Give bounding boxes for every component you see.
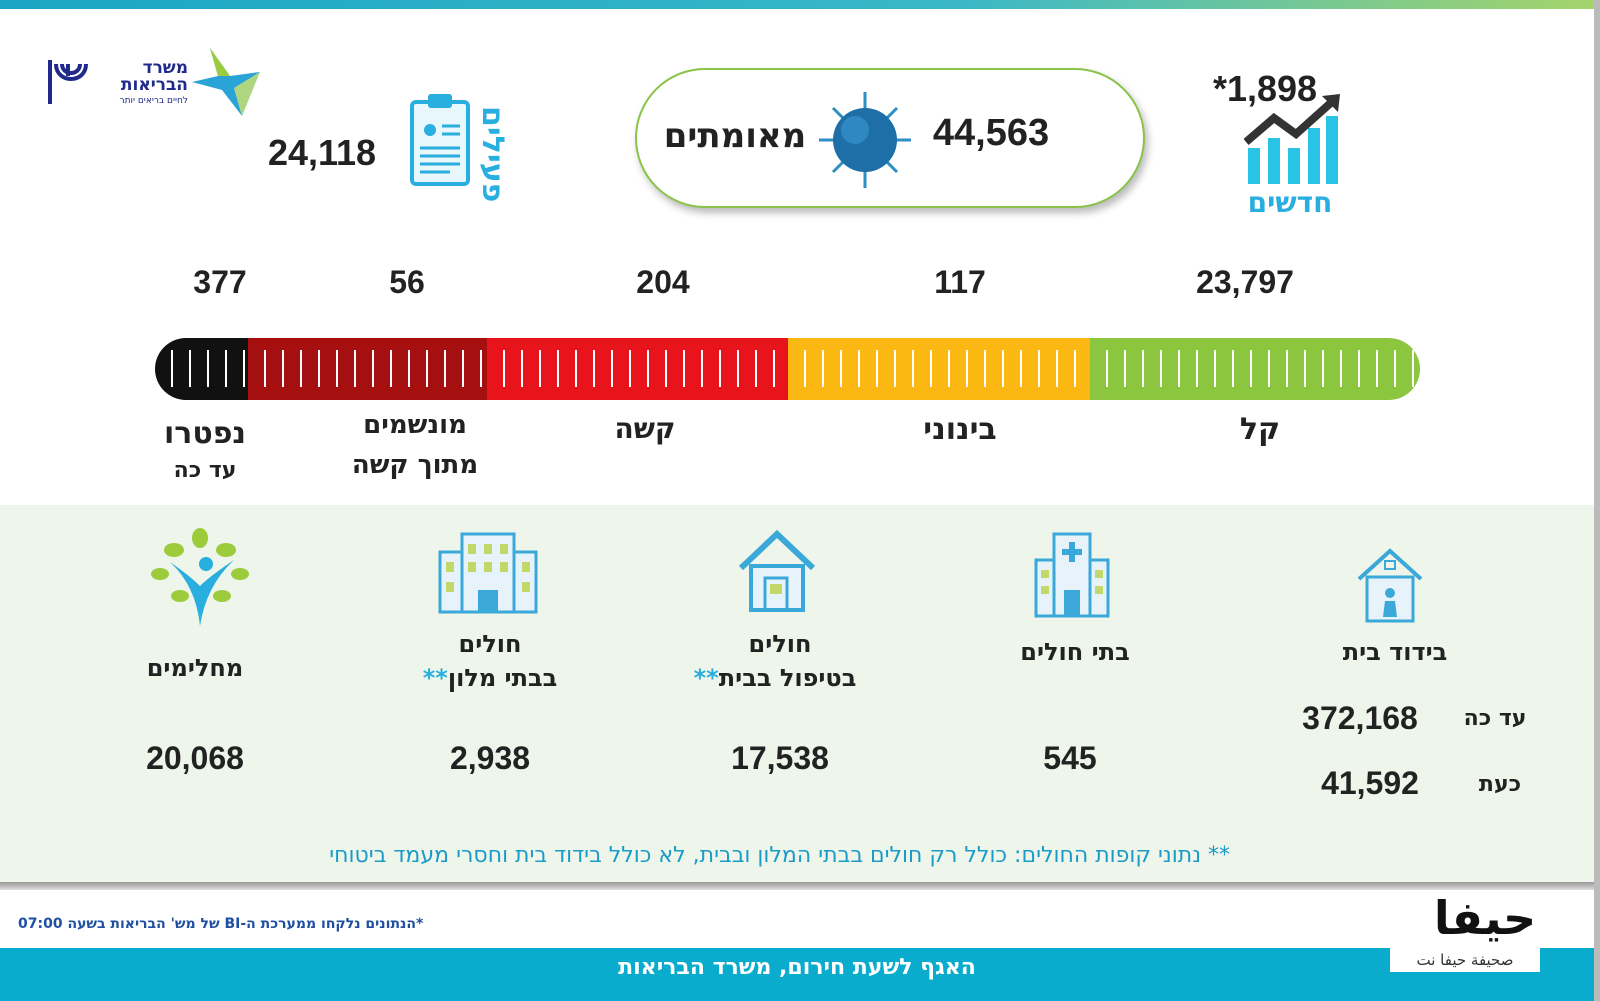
severe-count: 204: [636, 264, 690, 300]
ventilated-label: מונשמים: [363, 410, 467, 440]
home-isolation-current-label: כעת: [1478, 772, 1522, 797]
hotels-label: חולים: [458, 630, 522, 658]
new-cases-label: חדשים: [1247, 186, 1333, 219]
bar-segment-moderate: [788, 338, 1090, 400]
hospitals-label: בתי חולים: [1020, 638, 1130, 666]
divider: [0, 882, 1594, 890]
home-isolation-total-label: עד כה: [1463, 706, 1527, 731]
recovered-count: 20,068: [146, 740, 244, 776]
rising-chart-icon: [1243, 92, 1344, 192]
home-isolation-current: 41,592: [1321, 765, 1419, 801]
recovered-label: מחלימים: [146, 654, 244, 682]
home-isolation-label: בידוד בית: [1342, 638, 1448, 666]
haifa-logo: حيفا: [1433, 891, 1537, 945]
mild-count: 23,797: [1196, 264, 1294, 300]
bar-segment-ventilated: [248, 338, 487, 400]
footer-bar: האגף לשעת חירום, משרד הבריאות: [0, 948, 1594, 1001]
top-accent-strip: [0, 0, 1600, 9]
confirmed-label: מאומתים: [663, 116, 807, 156]
hotel-building-icon: [436, 530, 540, 620]
clipboard-icon: [408, 92, 472, 192]
new-cases-count: *1,898: [1212, 68, 1318, 109]
hotels-count: 2,938: [449, 740, 531, 776]
home-care-sublabel: בטיפול בבית: [718, 664, 857, 692]
menorah-emblem-icon: [44, 58, 92, 106]
recovered-person-tree-icon: [150, 526, 250, 634]
hospitals-count: 545: [1043, 740, 1097, 776]
ventilated-count: 56: [389, 264, 425, 300]
bar-segment-mild: [1090, 338, 1420, 400]
deceased-sublabel: עד כה: [173, 458, 237, 483]
home-isolation-total: 372,168: [1302, 700, 1418, 736]
confirmed-pill: 44,563 מאומתים: [635, 68, 1145, 208]
active-label: פעילים: [475, 105, 510, 202]
hospital-icon: [1032, 530, 1112, 624]
moderate-label: בינוני: [923, 412, 997, 447]
house-icon: [737, 528, 817, 618]
moderate-count: 117: [934, 264, 986, 300]
severity-bar: [155, 338, 1420, 400]
ministry-logo-text: משרד הבריאות לחיים בריאים יותר: [108, 60, 188, 108]
hotels-stars: **: [422, 664, 448, 692]
home-care-stars: **: [693, 664, 719, 692]
mild-label: קל: [1239, 412, 1281, 447]
hotels-sublabel: בבתי מלון: [447, 664, 558, 692]
house-person-icon: [1355, 545, 1425, 629]
active-count: 24,118: [267, 132, 377, 173]
ministry-name: משרד הבריאות: [120, 58, 188, 95]
deceased-count: 377: [193, 264, 247, 300]
ministry-star-logo-icon: [190, 42, 262, 122]
bar-segment-severe: [487, 338, 788, 400]
confirmed-count: 44,563: [932, 112, 1050, 154]
page-edge: [1594, 0, 1600, 1001]
ministry-tagline: לחיים בריאים יותר: [119, 96, 188, 106]
home-care-count: 17,538: [731, 740, 829, 776]
virus-icon: [815, 88, 915, 196]
ventilated-sublabel: מתוך קשה: [351, 450, 479, 480]
bar-segment-deceased: [155, 338, 248, 400]
home-care-label: חולים: [748, 630, 812, 658]
data-source-footnote: *הנתונים נלקחו ממערכת ה-BI של מש' הבריאו…: [18, 916, 424, 932]
deceased-label: נפטרו: [163, 416, 247, 451]
hmo-footnote: ** נתוני קופות החולים: כולל רק חולים בבת…: [329, 843, 1230, 868]
haifa-logo-subtitle: صحيفة حيفا نت: [1390, 948, 1540, 972]
severe-label: קשה: [614, 412, 676, 445]
